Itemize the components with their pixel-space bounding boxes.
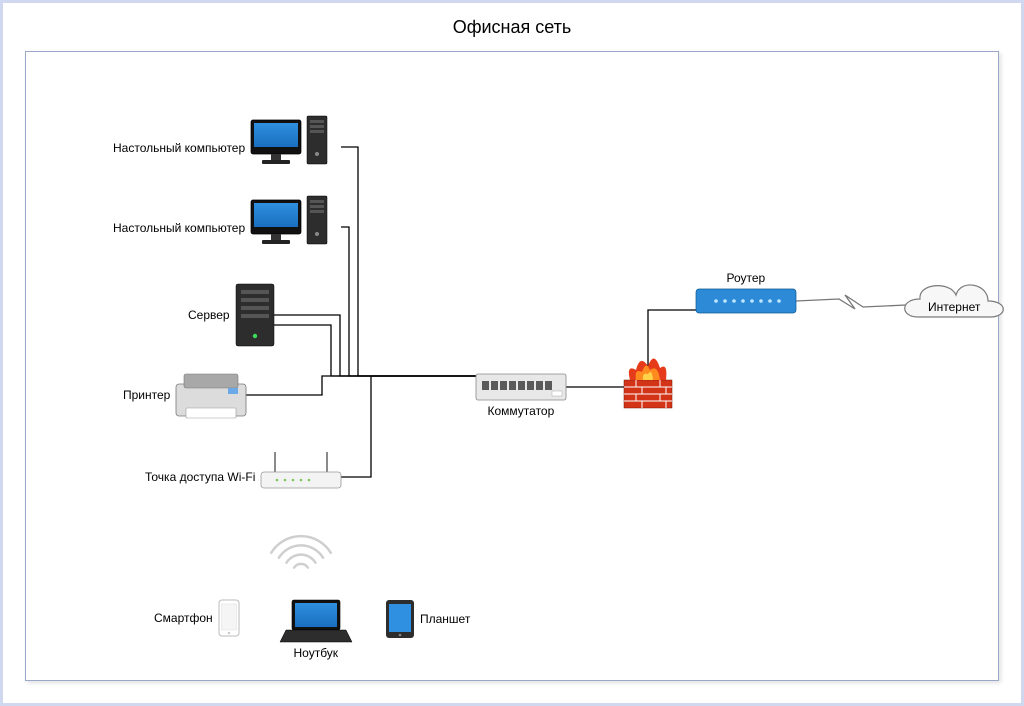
node-label: Смартфон [154,611,213,625]
wifi-waves-icon [271,536,331,567]
node-label: Ноутбук [294,646,339,660]
wifi-ap-icon [261,452,341,488]
node-label: Принтер [123,388,170,402]
node-label: Сервер [188,308,230,322]
node-label: Точка доступа Wi-Fi [145,470,255,484]
node-label: Настольный компьютер [113,221,245,235]
diagram-inner-frame: Настольный компьютер Настольный компьютер… [25,51,999,681]
smartphone-icon [219,600,239,636]
desktop-icon [251,116,327,164]
diagram-title: Офисная сеть [3,17,1021,38]
printer-icon [176,374,246,418]
switch-icon [476,374,566,400]
tablet-icon [386,600,414,638]
server-icon [236,284,274,346]
router-icon [696,289,796,313]
node-label: Планшет [420,612,470,626]
node-label: Интернет [928,300,980,314]
node-label: Настольный компьютер [113,141,245,155]
diagram-outer-frame: Офисная сеть Настольный компьютерНастоль… [0,0,1024,706]
node-label: Роутер [727,271,766,285]
node-label: Коммутатор [488,404,555,418]
laptop-icon [280,600,352,642]
desktop-icon [251,196,327,244]
